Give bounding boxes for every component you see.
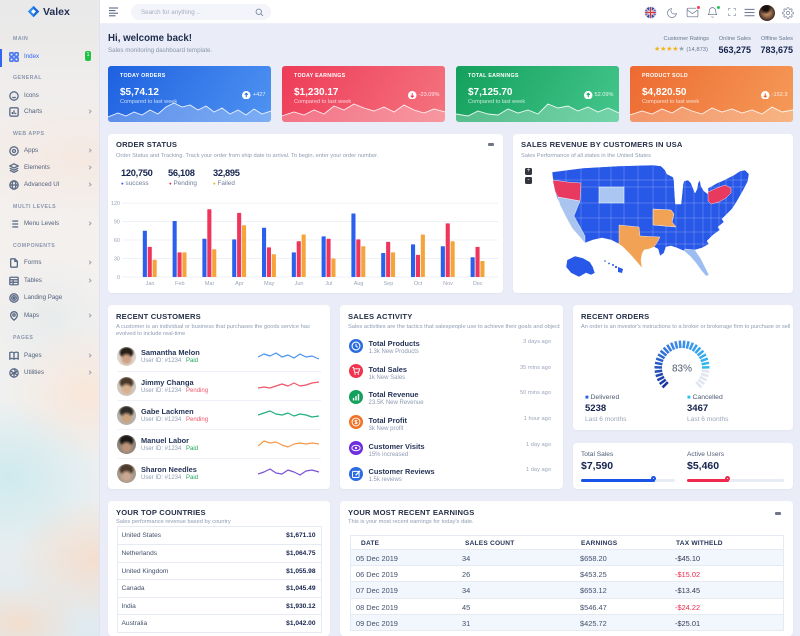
svg-text:83%: 83% xyxy=(672,364,692,375)
svg-text:Jul: Jul xyxy=(325,281,332,287)
svg-text:0: 0 xyxy=(117,275,120,281)
svg-text:Dec: Dec xyxy=(473,281,483,287)
svg-text:Oct: Oct xyxy=(414,281,423,287)
svg-text:Jan: Jan xyxy=(146,281,155,287)
svg-text:Aug: Aug xyxy=(354,281,364,287)
svg-text:Sep: Sep xyxy=(384,281,394,287)
svg-text:Apr: Apr xyxy=(235,281,244,287)
svg-text:30: 30 xyxy=(114,257,120,263)
svg-text:May: May xyxy=(264,281,275,287)
svg-text:Mar: Mar xyxy=(205,281,215,287)
svg-text:Nov: Nov xyxy=(443,281,453,287)
svg-text:Feb: Feb xyxy=(175,281,184,287)
svg-text:90: 90 xyxy=(114,220,120,226)
svg-text:120: 120 xyxy=(111,201,120,207)
svg-text:60: 60 xyxy=(114,238,120,244)
svg-text:Jun: Jun xyxy=(295,281,304,287)
